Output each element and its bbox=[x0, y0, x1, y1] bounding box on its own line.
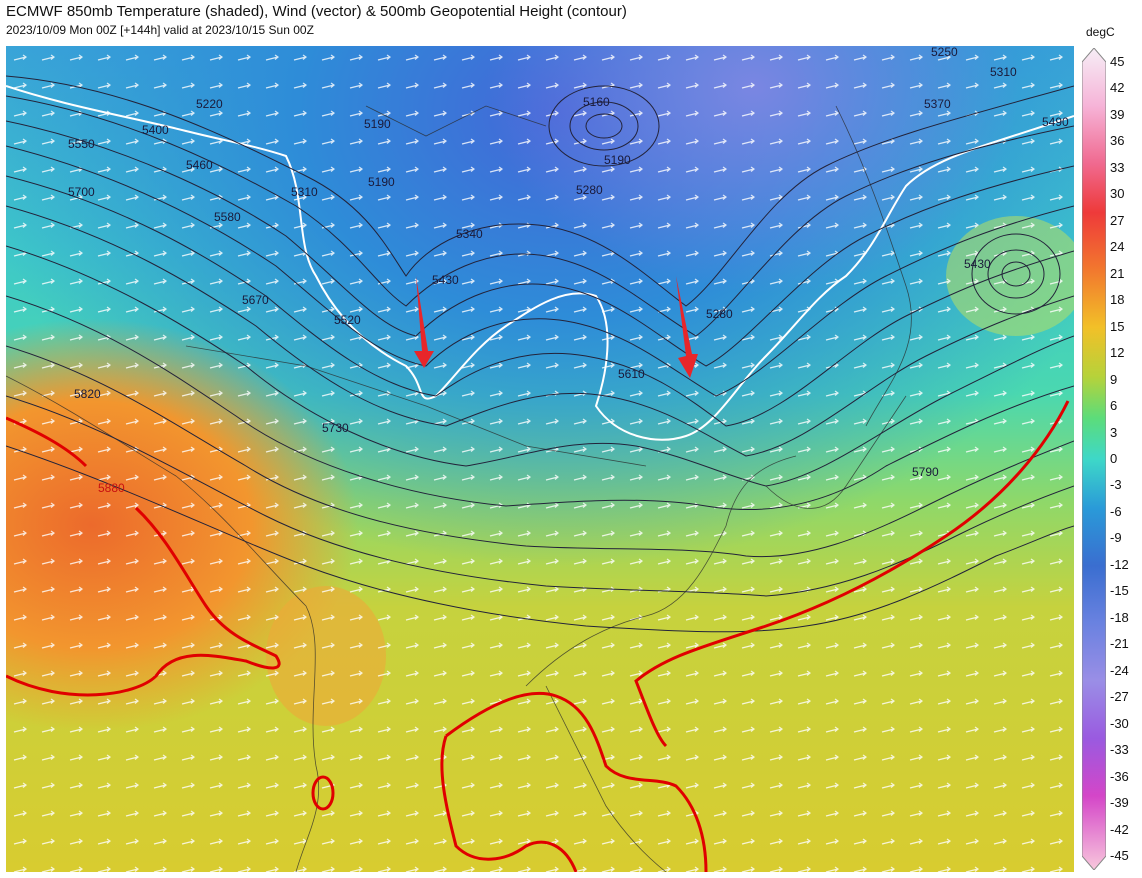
colorbar-tick-labels: 45 42 39 36 33 30 27 24 21 18 15 12 9 6 3 0 -3 -6 -9 -12 -15… bbox=[1110, 48, 1142, 870]
contour-label: 5250 bbox=[931, 46, 958, 59]
colorbar-tick-label: 24 bbox=[1110, 239, 1125, 255]
zero-degree-isotherm bbox=[6, 85, 1074, 441]
colorbar-tick-label: 42 bbox=[1110, 80, 1125, 96]
colorbar-tick-label: -21 bbox=[1110, 636, 1129, 652]
contour-label: 5340 bbox=[456, 227, 483, 241]
colorbar-tick-label: -12 bbox=[1110, 556, 1129, 572]
weather-map[interactable]: 5160 5190 5190 5190 5220 5250 5280 5280 … bbox=[6, 46, 1074, 872]
colorbar-tick-label: 12 bbox=[1110, 345, 1125, 361]
chart-title: ECMWF 850mb Temperature (shaded), Wind (… bbox=[6, 3, 627, 20]
colorbar-tick-label: 36 bbox=[1110, 133, 1125, 149]
contour-label: 5280 bbox=[706, 307, 733, 321]
annotation-arrows bbox=[414, 276, 698, 378]
contour-labels: 5160 5190 5190 5190 5220 5250 5280 5280 … bbox=[68, 46, 1069, 495]
contour-label: 5190 bbox=[604, 153, 631, 167]
colorbar-tick-label: -30 bbox=[1110, 715, 1129, 731]
height-contours bbox=[6, 75, 1074, 633]
height-5880-line bbox=[6, 400, 1070, 872]
contour-label: 5820 bbox=[74, 387, 101, 401]
contour-label: 5610 bbox=[618, 367, 645, 381]
contour-label: 5460 bbox=[186, 158, 213, 172]
contour-label: 5670 bbox=[242, 293, 269, 307]
contour-label: 5370 bbox=[924, 97, 951, 111]
colorbar-tick-label: -42 bbox=[1110, 821, 1129, 837]
colorbar-tick-label: -36 bbox=[1110, 768, 1129, 784]
contour-label: 5700 bbox=[68, 185, 95, 199]
contour-label: 5520 bbox=[334, 313, 361, 327]
colorbar bbox=[1082, 48, 1106, 870]
contour-label: 5790 bbox=[912, 465, 939, 479]
contour-label: 5430 bbox=[432, 273, 459, 287]
colorbar-tick-label: 45 bbox=[1110, 54, 1125, 69]
colorbar-tick-label: 9 bbox=[1110, 371, 1118, 387]
colorbar-tick-label: -27 bbox=[1110, 689, 1129, 705]
contour-label: 5190 bbox=[364, 117, 391, 131]
colorbar-tick-label: 30 bbox=[1110, 186, 1125, 202]
wind-vectors bbox=[6, 46, 1074, 872]
colorbar-tick-label: 33 bbox=[1110, 159, 1125, 175]
contour-label: 5490 bbox=[1042, 115, 1069, 129]
chart-subtitle: 2023/10/09 Mon 00Z [+144h] valid at 2023… bbox=[6, 23, 314, 37]
contour-label: 5190 bbox=[368, 175, 395, 189]
contour-label: 5310 bbox=[990, 65, 1017, 79]
colorbar-tick-label: -9 bbox=[1110, 530, 1122, 546]
contour-label: 5550 bbox=[68, 137, 95, 151]
contour-label: 5880 bbox=[98, 481, 125, 495]
contour-label: 5160 bbox=[583, 95, 610, 109]
colorbar-tick-label: -15 bbox=[1110, 583, 1129, 599]
red-arrow-left bbox=[414, 276, 434, 368]
colorbar-tick-label: 21 bbox=[1110, 265, 1125, 281]
colorbar-tick-label: 6 bbox=[1110, 398, 1118, 414]
colorbar-tick-label: -33 bbox=[1110, 742, 1129, 758]
colorbar-tick-label: 0 bbox=[1110, 451, 1118, 466]
colorbar-tick-label: -39 bbox=[1110, 795, 1129, 811]
contour-label: 5430 bbox=[964, 257, 991, 271]
contour-label: 5220 bbox=[196, 97, 223, 111]
contour-label: 5280 bbox=[576, 183, 603, 197]
colorbar-unit: degC bbox=[1086, 25, 1115, 39]
colorbar-tick-label: -24 bbox=[1110, 662, 1129, 678]
colorbar-tick-label: -18 bbox=[1110, 609, 1129, 625]
colorbar-tick-label: 3 bbox=[1110, 424, 1118, 440]
contour-label: 5400 bbox=[142, 123, 169, 137]
colorbar-tick-label: -3 bbox=[1110, 477, 1122, 493]
colorbar-tick-label: 18 bbox=[1110, 292, 1125, 308]
colorbar-tick-label: -6 bbox=[1110, 503, 1122, 519]
contour-label: 5310 bbox=[291, 185, 318, 199]
red-arrow-right bbox=[676, 276, 698, 378]
colorbar-tick-label: 39 bbox=[1110, 106, 1125, 122]
colorbar-tick-label: 27 bbox=[1110, 212, 1125, 228]
colorbar-tick-label: 15 bbox=[1110, 318, 1125, 334]
contour-label: 5580 bbox=[214, 210, 241, 224]
contour-label: 5730 bbox=[322, 421, 349, 435]
colorbar-tick-label: -45 bbox=[1110, 848, 1129, 863]
